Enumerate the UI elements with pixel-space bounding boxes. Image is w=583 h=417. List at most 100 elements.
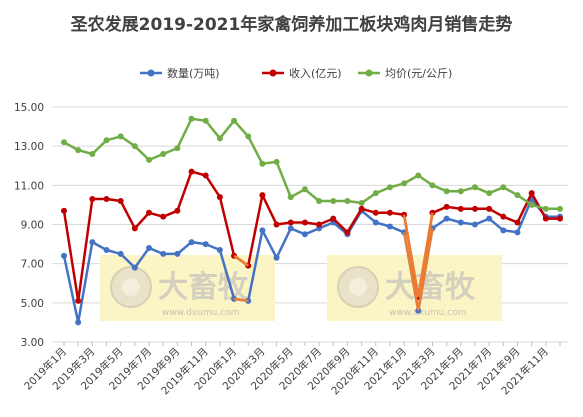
data-point	[542, 215, 549, 222]
data-point	[301, 186, 308, 193]
data-point	[61, 207, 67, 214]
data-point	[372, 209, 379, 216]
legend-marker	[365, 69, 373, 77]
y-tick-label: 13.00	[14, 141, 44, 153]
watermark-emblem-inner	[122, 278, 140, 296]
data-point	[330, 215, 337, 222]
data-point	[528, 201, 535, 208]
data-point	[273, 254, 280, 261]
data-point	[514, 229, 521, 236]
highlight-segment	[233, 254, 249, 267]
data-point	[202, 117, 209, 124]
data-point	[542, 205, 549, 212]
data-point	[231, 117, 238, 124]
data-point	[160, 213, 167, 220]
highlight-segment	[233, 297, 249, 303]
data-point	[160, 151, 167, 157]
data-point	[457, 188, 464, 195]
data-point	[216, 246, 223, 253]
y-tick-label: 9.00	[21, 220, 44, 232]
legend-item: 收入(亿元)	[262, 66, 342, 80]
data-point	[160, 250, 167, 257]
data-point	[259, 192, 266, 199]
data-point	[528, 190, 535, 197]
data-point	[202, 172, 209, 179]
data-point	[330, 198, 337, 204]
watermark-emblem-inner	[349, 278, 367, 296]
y-tick-label: 15.00	[14, 102, 44, 114]
data-point	[486, 190, 493, 197]
data-point	[471, 184, 478, 191]
highlight-segment	[417, 228, 434, 311]
data-point	[386, 184, 393, 191]
data-point	[103, 137, 110, 144]
data-point	[61, 139, 67, 146]
data-point	[188, 115, 195, 122]
data-point	[415, 172, 422, 179]
data-point	[131, 225, 138, 232]
data-point	[443, 203, 450, 210]
data-point	[514, 192, 521, 199]
data-point	[557, 215, 563, 222]
data-point	[457, 205, 464, 212]
data-point	[273, 221, 280, 228]
legend-label: 均价(元/公斤)	[385, 67, 452, 80]
data-point	[202, 241, 209, 248]
data-point	[514, 219, 521, 226]
data-point	[174, 207, 181, 214]
data-point	[174, 145, 181, 152]
watermark-url: www.dxumu.com	[162, 308, 239, 318]
data-point	[146, 245, 153, 251]
data-point	[117, 133, 124, 140]
legend-label: 数量(万吨)	[167, 67, 220, 80]
y-tick-label: 3.00	[21, 337, 44, 349]
data-point	[287, 194, 294, 201]
data-point	[259, 227, 266, 234]
highlight-segment	[402, 232, 420, 311]
data-point	[174, 250, 181, 257]
data-point	[131, 143, 138, 150]
data-point	[287, 225, 294, 232]
highlight-segment	[402, 214, 420, 298]
data-point	[443, 188, 450, 195]
data-point	[386, 209, 393, 216]
data-point	[500, 213, 507, 220]
data-point	[89, 151, 96, 157]
data-point	[131, 264, 138, 271]
data-point	[287, 219, 294, 226]
data-point	[259, 160, 266, 167]
data-point	[344, 198, 351, 204]
y-tick-label: 7.00	[21, 259, 44, 271]
data-point	[75, 297, 82, 304]
data-point	[358, 199, 365, 206]
data-point	[146, 209, 153, 216]
y-tick-label: 5.00	[21, 298, 44, 310]
chart-title: 圣农发展2019-2021年家禽饲养加工板块鸡肉月销售走势	[70, 15, 513, 35]
data-point	[372, 190, 379, 197]
data-point	[486, 205, 493, 212]
data-point	[216, 135, 223, 142]
data-point	[500, 227, 507, 234]
data-point	[188, 239, 195, 246]
watermark-url: www.dxumu.com	[389, 308, 466, 318]
data-point	[273, 158, 280, 165]
data-point	[500, 184, 507, 191]
series-line-3	[63, 117, 560, 211]
data-point	[89, 196, 96, 203]
data-point	[457, 219, 464, 226]
data-point	[557, 205, 563, 212]
data-point	[301, 219, 308, 226]
data-point	[316, 221, 323, 228]
data-point	[245, 133, 252, 140]
legend-marker	[269, 69, 277, 77]
data-point	[471, 205, 478, 212]
legend-marker	[147, 69, 155, 77]
data-point	[103, 246, 110, 253]
data-point	[372, 219, 379, 226]
data-point	[316, 198, 323, 204]
legend-label: 收入(亿元)	[289, 66, 342, 80]
highlight-segment	[417, 212, 434, 298]
